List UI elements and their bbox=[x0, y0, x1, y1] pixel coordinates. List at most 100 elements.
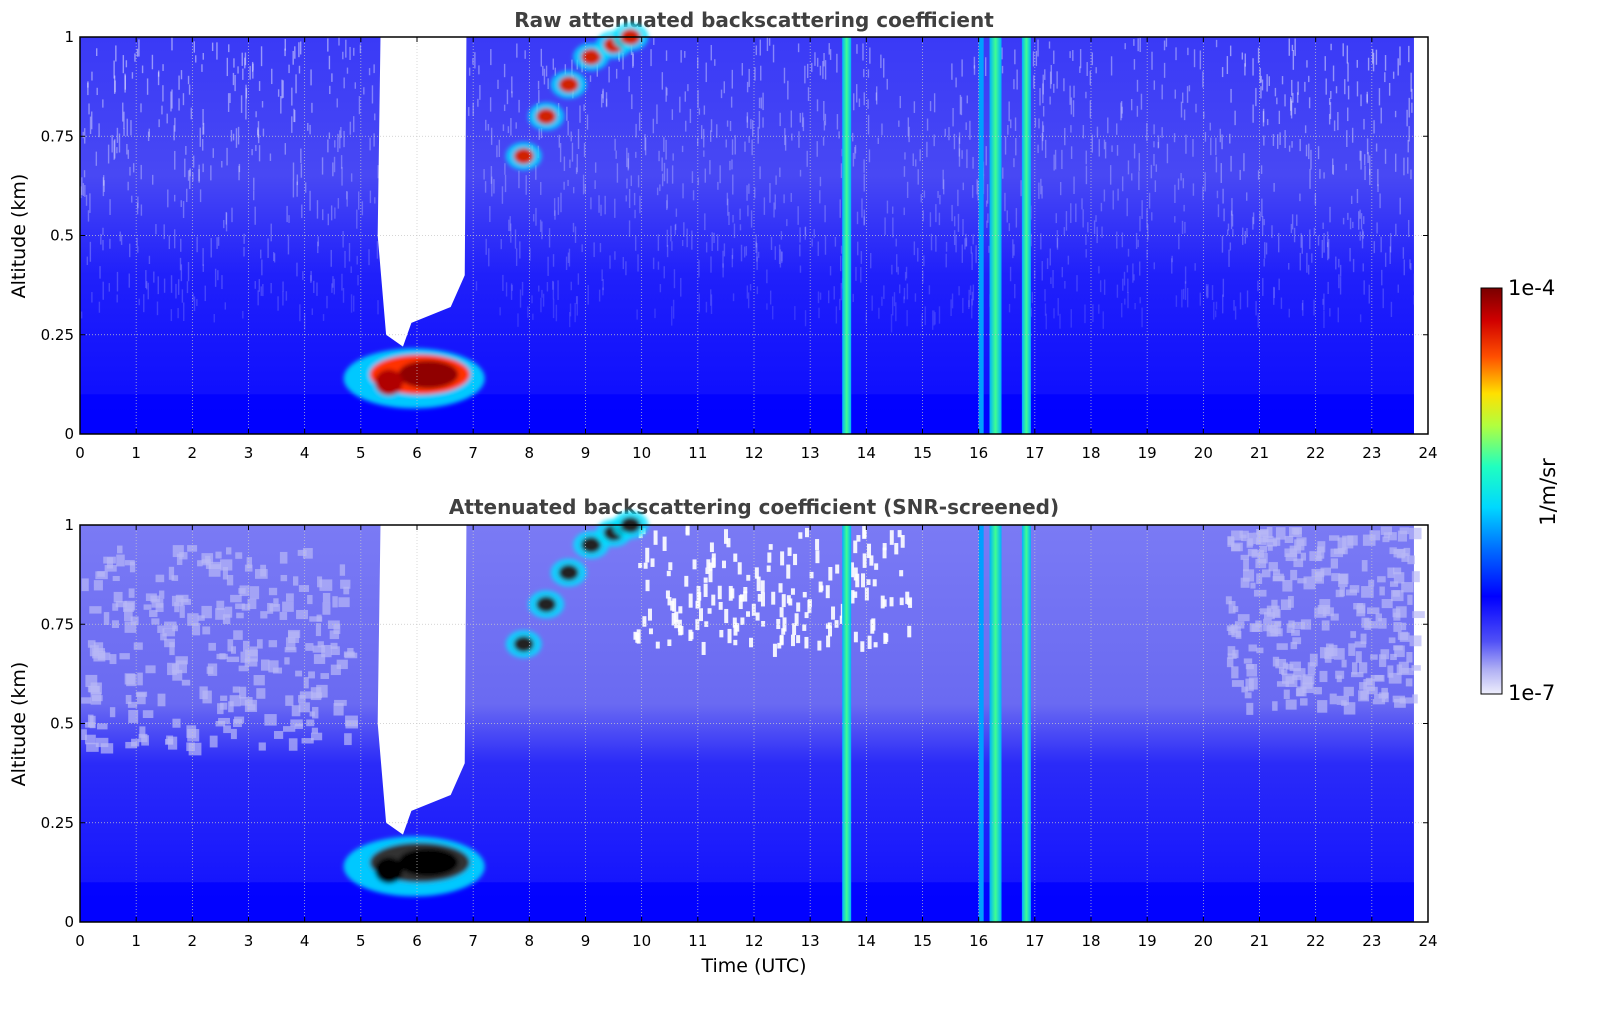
surface-layer bbox=[80, 394, 1414, 434]
noise-speck bbox=[863, 69, 865, 78]
noise-speck bbox=[797, 206, 799, 225]
noise-speck bbox=[537, 80, 540, 90]
noise-speck bbox=[1233, 300, 1235, 311]
noise-speck bbox=[985, 146, 987, 166]
noise-speck bbox=[880, 54, 882, 69]
x-tick-label: 12 bbox=[744, 444, 763, 462]
noise-speck bbox=[863, 159, 865, 173]
noise-speck bbox=[680, 277, 682, 297]
noise-patch bbox=[142, 710, 154, 719]
noise-speck bbox=[1330, 43, 1332, 51]
noise-speck bbox=[1219, 128, 1222, 143]
screened-gap bbox=[698, 608, 703, 622]
noise-speck bbox=[1346, 45, 1349, 64]
noise-speck bbox=[965, 122, 967, 130]
noise-patch bbox=[309, 616, 323, 622]
noise-speck bbox=[123, 128, 125, 136]
noise-patch bbox=[1278, 667, 1285, 674]
screened-gap bbox=[761, 620, 766, 627]
screened-gap bbox=[802, 624, 807, 631]
noise-patch bbox=[1226, 657, 1234, 668]
screened-gap bbox=[826, 635, 831, 648]
noise-patch bbox=[1227, 537, 1235, 545]
noise-speck bbox=[508, 219, 510, 232]
noise-speck bbox=[627, 158, 629, 171]
noise-patch bbox=[176, 553, 183, 565]
noise-speck bbox=[659, 184, 661, 192]
noise-speck bbox=[1215, 137, 1217, 156]
screened-gap bbox=[730, 588, 735, 599]
x-tick-label: 14 bbox=[857, 932, 876, 950]
noise-speck bbox=[358, 96, 361, 115]
noise-speck bbox=[356, 209, 358, 229]
noise-patch bbox=[160, 633, 167, 641]
noise-speck bbox=[542, 293, 545, 307]
noise-patch bbox=[313, 654, 326, 664]
noise-speck bbox=[187, 75, 190, 85]
noise-patch bbox=[1389, 581, 1399, 587]
noise-speck bbox=[746, 116, 748, 123]
noise-speck bbox=[1411, 88, 1413, 100]
noise-speck bbox=[1133, 39, 1135, 46]
noise-speck bbox=[1304, 81, 1306, 92]
noise-speck bbox=[697, 177, 699, 186]
noise-speck bbox=[1127, 291, 1129, 309]
noise-speck bbox=[156, 301, 159, 316]
noise-speck bbox=[131, 72, 134, 79]
noise-speck bbox=[731, 69, 734, 89]
precip-column-edge bbox=[978, 525, 984, 922]
noise-patch bbox=[109, 654, 117, 665]
noise-patch bbox=[187, 613, 199, 626]
noise-speck bbox=[102, 227, 104, 236]
noise-speck bbox=[258, 81, 261, 91]
noise-speck bbox=[766, 37, 769, 52]
noise-speck bbox=[1183, 204, 1185, 212]
noise-patch bbox=[1390, 653, 1397, 661]
noise-speck bbox=[1150, 164, 1153, 179]
noise-patch bbox=[1233, 606, 1239, 613]
noise-speck bbox=[294, 46, 296, 59]
noise-speck bbox=[710, 119, 713, 132]
noise-speck bbox=[490, 49, 492, 66]
noise-speck bbox=[1185, 134, 1187, 154]
noise-patch bbox=[1409, 527, 1422, 540]
noise-speck bbox=[602, 90, 604, 99]
noise-speck bbox=[929, 212, 932, 227]
noise-speck bbox=[548, 228, 551, 248]
noise-speck bbox=[638, 112, 641, 131]
screened-gap bbox=[755, 612, 760, 621]
noise-speck bbox=[1410, 263, 1412, 271]
noise-speck bbox=[1180, 101, 1183, 118]
noise-speck bbox=[1072, 50, 1074, 61]
noise-speck bbox=[774, 194, 776, 210]
noise-speck bbox=[630, 175, 633, 187]
noise-speck bbox=[1299, 193, 1301, 202]
noise-speck bbox=[969, 285, 972, 296]
noise-patch bbox=[1253, 589, 1267, 597]
noise-speck bbox=[254, 281, 256, 289]
noise-speck bbox=[1093, 220, 1096, 235]
noise-speck bbox=[1232, 229, 1234, 237]
noise-speck bbox=[691, 230, 693, 250]
noise-speck bbox=[828, 43, 830, 55]
noise-patch bbox=[1263, 618, 1272, 632]
noise-speck bbox=[257, 290, 259, 306]
noise-speck bbox=[373, 133, 375, 147]
noise-speck bbox=[309, 124, 311, 135]
noise-patch bbox=[254, 569, 268, 579]
noise-patch bbox=[100, 743, 114, 754]
noise-speck bbox=[162, 85, 164, 102]
noise-speck bbox=[1127, 160, 1130, 175]
noise-patch bbox=[256, 688, 266, 699]
screened-gap bbox=[737, 562, 742, 575]
noise-speck bbox=[270, 282, 272, 294]
noise-speck bbox=[921, 313, 923, 328]
noise-patch bbox=[1291, 629, 1300, 636]
noise-patch bbox=[1281, 669, 1288, 676]
noise-speck bbox=[277, 89, 280, 97]
noise-speck bbox=[1116, 231, 1118, 249]
noise-patch bbox=[298, 702, 310, 713]
noise-speck bbox=[1015, 208, 1018, 228]
noise-speck bbox=[163, 224, 165, 240]
noise-patch bbox=[1387, 567, 1395, 578]
